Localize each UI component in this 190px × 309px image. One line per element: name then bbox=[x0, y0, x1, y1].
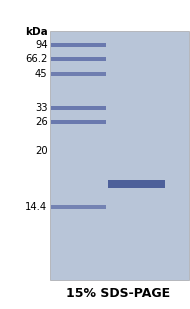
Bar bbox=[108, 180, 165, 188]
Bar bbox=[51, 57, 106, 61]
Text: 26: 26 bbox=[35, 117, 48, 127]
Text: 94: 94 bbox=[35, 40, 48, 50]
Text: 45: 45 bbox=[35, 69, 48, 79]
Bar bbox=[51, 43, 106, 47]
Text: 20: 20 bbox=[35, 146, 48, 156]
Bar bbox=[50, 31, 189, 280]
Text: 15% SDS-PAGE: 15% SDS-PAGE bbox=[66, 287, 170, 300]
Text: kDa: kDa bbox=[25, 28, 48, 37]
Text: 66.2: 66.2 bbox=[25, 54, 48, 64]
Text: 14.4: 14.4 bbox=[25, 202, 48, 212]
Bar bbox=[51, 106, 106, 110]
Bar bbox=[51, 72, 106, 76]
Bar bbox=[51, 205, 106, 209]
Bar bbox=[51, 120, 106, 124]
Text: 33: 33 bbox=[35, 103, 48, 113]
